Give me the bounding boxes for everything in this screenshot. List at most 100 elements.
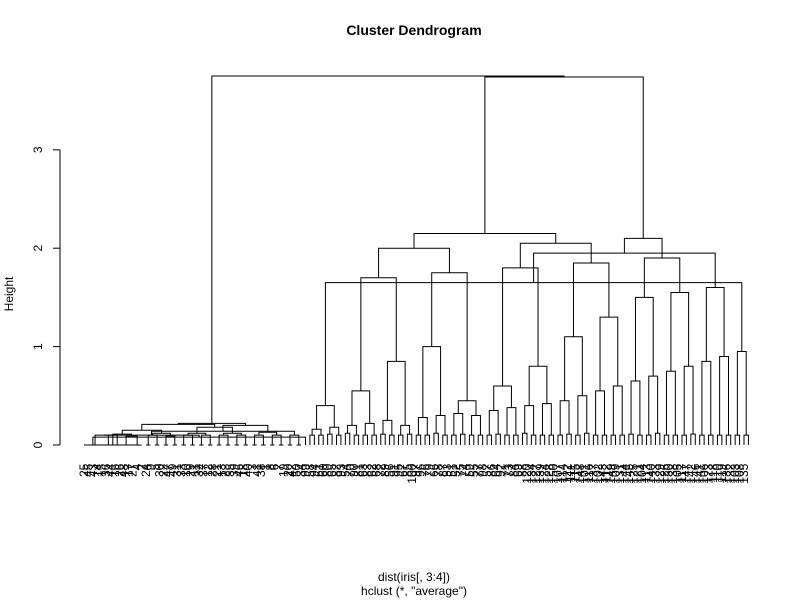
leaf-label: 30 [152,463,166,477]
leaf-label: 25 [77,463,91,477]
leaf-label: 40 [241,463,255,477]
leaf-label: 65 [325,463,339,477]
leaf-label: 122 [560,463,574,483]
leaf-label: 101 [578,463,592,483]
dendrogram-link [548,434,555,445]
leaf-label: 22 [157,463,171,477]
leaf-label: 63 [356,463,370,477]
dendrogram-link [612,385,623,436]
dendrogram-link [453,413,464,436]
leaf-label: 148 [573,463,587,483]
leaf-label: 52 [449,463,463,477]
dendrogram-link [564,336,583,401]
leaf-label: 75 [454,463,468,477]
leaf-label: 100 [405,463,419,483]
dendrogram-link [524,405,535,436]
leaf-label: 96 [414,463,428,477]
leaf-label: 14 [90,463,104,477]
leaf-label: 146 [688,463,702,483]
leaf-label: 113 [640,463,654,482]
leaf-label: 58 [303,463,317,477]
leaf-label: 16 [108,463,122,477]
leaf-label: 80 [321,463,335,477]
dendrogram-link [406,433,413,445]
dendrogram-link [468,434,475,445]
leaf-label: 107 [551,463,565,483]
leaf-label: 108 [733,463,747,483]
leaf-label: 124 [538,463,552,483]
leaf-label: 79 [423,463,437,477]
leaf-label: 126 [657,463,671,483]
leaf-label: 78 [431,463,445,477]
dendrogram-link [431,272,468,401]
leaf-label: 2 [135,463,149,470]
leaf-label: 31 [170,463,184,477]
leaf-label: 44 [104,463,118,477]
dendrogram-link [528,365,548,406]
dendrogram-link [683,365,694,436]
leaf-label: 94 [307,463,321,477]
dendrogram-link [701,360,712,436]
leaf-label: 133 [648,463,662,483]
leaf-label: 29 [183,463,197,477]
leaf-label: 10 [179,463,193,477]
leaf-label: 17 [121,463,135,477]
leaf-label: 12 [201,463,215,477]
dendrogram-link [488,410,499,436]
leaf-label: 98 [476,463,490,477]
leaf-labels: 2545431415364416264817274224953022474931… [77,463,751,483]
dendrogram-link [743,434,749,445]
leaf-label: 28 [205,463,219,477]
leaf-label: 92 [493,463,507,477]
dendrogram-link [716,434,723,445]
dendrogram-link [442,434,448,445]
dendrogram-link [92,436,306,445]
leaf-label: 89 [378,463,392,477]
dendrogram-link [708,434,714,445]
dendrogram-link [513,434,519,445]
leaf-label: 4 [130,463,144,470]
leaf-label: 109 [609,463,623,483]
leaf-label: 147 [679,463,693,483]
leaf-label: 59 [462,463,476,477]
dendrogram-link [380,433,386,445]
leaf-label: 120 [520,463,534,483]
dendrogram-link [335,434,342,445]
dendrogram-link [316,405,335,430]
leaf-label: 72 [374,463,388,477]
leaf-label: 112 [600,463,614,482]
dendrogram-link [592,434,599,445]
leaf-label: 144 [617,463,631,483]
leaf-label: 138 [666,463,680,483]
dendrogram-link [648,375,659,436]
chart-title: Cluster Dendrogram [346,22,481,38]
dendrogram-link [504,434,510,445]
leaf-label: 11 [188,463,202,476]
leaf-label: 37 [197,463,211,477]
dendrogram-link [502,267,539,386]
dendrogram-link [415,434,422,445]
y-tick-label: 1 [31,343,45,350]
dendrogram-link [628,433,634,445]
leaf-label: 115 [569,463,583,482]
leaf-label: 35 [223,463,237,477]
dendrogram-link [486,434,493,445]
dendrogram-links [84,75,749,446]
dendrogram-link [634,296,654,382]
dendrogram-link [541,403,552,436]
y-tick-label: 2 [31,245,45,252]
leaf-label: 5 [148,463,162,470]
leaf-label: 85 [400,463,414,477]
dendrogram-link [196,426,233,434]
dendrogram-link [725,434,732,445]
dendrogram-link [460,433,466,445]
dendrogram-link [318,434,324,445]
leaf-label: 20 [281,463,295,477]
dendrogram-link [397,434,404,445]
dendrogram-link [484,76,644,239]
dendrogram-link [539,434,546,445]
leaf-label: 46 [232,463,246,477]
leaf-label: 15 [95,463,109,477]
leaf-label: 53 [440,463,454,477]
leaf-label: 9 [143,463,157,470]
